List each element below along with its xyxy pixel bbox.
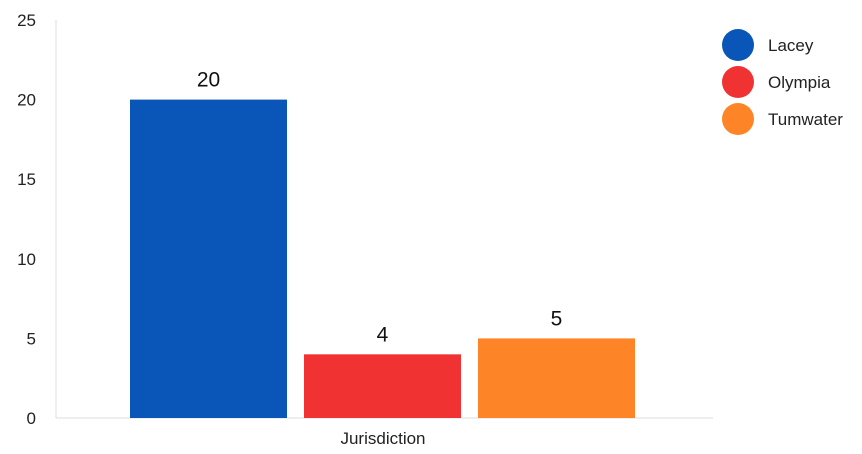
y-tick-label: 5 bbox=[27, 329, 36, 348]
legend-label-tumwater: Tumwater bbox=[768, 110, 843, 129]
legend-label-olympia: Olympia bbox=[768, 73, 831, 92]
y-tick-labels: 0 5 10 15 20 25 bbox=[17, 11, 36, 428]
data-label-olympia: 4 bbox=[377, 323, 389, 346]
x-axis-label: Jurisdiction bbox=[340, 429, 425, 448]
y-tick-label: 0 bbox=[27, 409, 36, 428]
bar-olympia bbox=[304, 354, 461, 418]
bars bbox=[130, 100, 635, 418]
bar-lacey bbox=[130, 100, 287, 418]
legend-label-lacey: Lacey bbox=[768, 36, 814, 55]
data-label-lacey: 20 bbox=[197, 69, 220, 92]
legend-swatch-lacey bbox=[722, 29, 754, 61]
y-tick-label: 20 bbox=[17, 91, 36, 110]
y-tick-label: 25 bbox=[17, 11, 36, 30]
y-tick-label: 15 bbox=[17, 170, 36, 189]
legend-swatch-olympia bbox=[722, 66, 754, 98]
bar-tumwater bbox=[478, 338, 635, 418]
legend: Lacey Olympia Tumwater bbox=[722, 29, 843, 135]
data-label-tumwater: 5 bbox=[551, 307, 563, 330]
y-tick-label: 10 bbox=[17, 250, 36, 269]
legend-swatch-tumwater bbox=[722, 103, 754, 135]
